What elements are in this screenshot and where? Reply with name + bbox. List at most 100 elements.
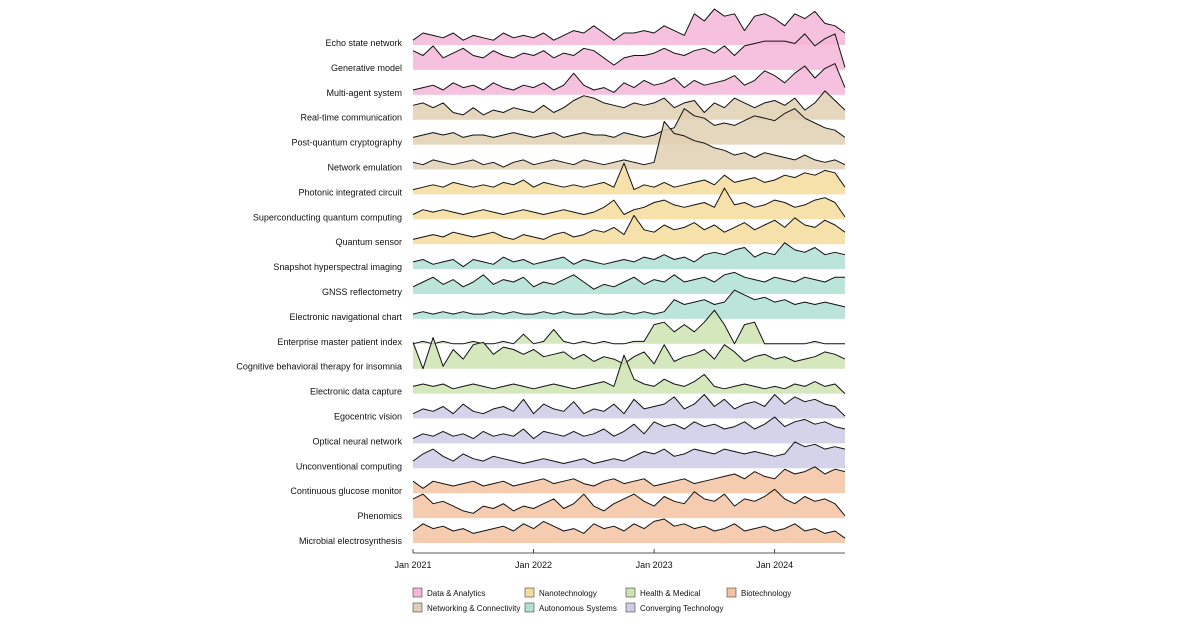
row-label-gnss-reflectometry: GNSS reflectometry	[322, 287, 403, 297]
x-tick-label-jan-2022: Jan 2022	[515, 560, 552, 570]
row-label-network-emulation: Network emulation	[327, 163, 402, 173]
ridge-line-microbial-electrosynthesis	[412, 518, 846, 539]
ridge-area-electronic-data-capture	[413, 355, 845, 394]
ridge-area-phenomics	[413, 489, 845, 519]
legend-item-nanotechnology: Nanotechnology	[524, 587, 597, 598]
ridge-snapshot-hyperspectral-imaging	[412, 242, 846, 270]
ridge-egocentric-vision	[412, 394, 846, 419]
ridge-area-generative-model	[413, 33, 845, 70]
row-label-microbial-electrosynthesis: Microbial electrosynthesis	[299, 536, 403, 546]
legend-label-health-medical: Health & Medical	[640, 589, 701, 598]
ridge-area-gnss-reflectometry	[413, 272, 845, 294]
x-tick-label-jan-2021: Jan 2021	[394, 560, 431, 570]
ridge-line-cognitive-behavioral-therapy-for-insomnia	[412, 337, 846, 370]
ridge-area-optical-neural-network	[413, 417, 845, 444]
ridge-superconducting-quantum-computing	[412, 187, 846, 220]
legend-label-biotechnology: Biotechnology	[741, 589, 791, 598]
ridge-electronic-navigational-chart	[412, 289, 846, 319]
row-label-egocentric-vision: Egocentric vision	[334, 412, 402, 422]
ridge-continuous-glucose-monitor	[412, 466, 846, 494]
ridge-post-quantum-cryptography	[412, 108, 846, 145]
x-axis: Jan 2021 Jan 2022 Jan 2023 Jan 2024	[394, 549, 845, 570]
row-label-quantum-sensor: Quantum sensor	[335, 237, 402, 247]
ridge-multi-agent-system	[412, 63, 846, 95]
ridge-line-network-emulation	[412, 121, 846, 168]
legend-swatch-networking-connectivity	[412, 602, 423, 613]
ridge-gnss-reflectometry	[412, 271, 845, 294]
ridge-line-electronic-navigational-chart	[412, 289, 846, 315]
row-label-generative-model: Generative model	[331, 63, 402, 73]
row-label-echo-state-network: Echo state network	[325, 38, 402, 48]
legend-item-health-medical: Health & Medical	[625, 587, 701, 598]
x-tick-label-jan-2024: Jan 2024	[756, 560, 793, 570]
row-label-real-time-communication: Real-time communication	[300, 113, 402, 123]
ridge-line-continuous-glucose-monitor	[412, 466, 846, 489]
legend-label-networking-connectivity: Networking & Connectivity	[427, 604, 520, 613]
legend-swatch-autonomous-systems	[524, 602, 535, 613]
legend-swatch-nanotechnology	[524, 587, 535, 598]
ridges-layer	[412, 8, 846, 543]
legend-swatch-biotechnology	[726, 587, 737, 598]
ridge-microbial-electrosynthesis	[412, 518, 846, 543]
ridge-area-post-quantum-cryptography	[413, 108, 845, 145]
legend-item-autonomous-systems: Autonomous Systems	[524, 602, 617, 613]
row-label-continuous-glucose-monitor: Continuous glucose monitor	[290, 486, 402, 496]
row-label-photonic-integrated-circuit: Photonic integrated circuit	[298, 187, 402, 197]
row-label-snapshot-hyperspectral-imaging: Snapshot hyperspectral imaging	[273, 262, 402, 272]
ridge-line-echo-state-network	[412, 8, 846, 41]
ridge-area-unconventional-computing	[413, 441, 845, 469]
ridge-cognitive-behavioral-therapy-for-insomnia	[412, 337, 846, 370]
ridge-area-quantum-sensor	[413, 215, 845, 245]
ridge-area-continuous-glucose-monitor	[413, 466, 845, 494]
legend-item-biotechnology: Biotechnology	[726, 587, 791, 598]
legend-swatch-health-medical	[625, 587, 636, 598]
ridge-area-echo-state-network	[413, 9, 845, 45]
ridge-echo-state-network	[412, 8, 846, 45]
ridge-unconventional-computing	[412, 441, 846, 469]
legend: Data & Analytics Nanotechnology Health & M…	[412, 587, 791, 613]
ridge-area-network-emulation	[413, 121, 845, 170]
ridge-area-multi-agent-system	[413, 63, 845, 95]
row-label-electronic-data-capture: Electronic data capture	[310, 387, 402, 397]
ridge-area-microbial-electrosynthesis	[413, 519, 845, 543]
ridge-photonic-integrated-circuit	[412, 162, 846, 195]
ridge-line-phenomics	[412, 488, 846, 517]
legend-item-converging-technology: Converging Technology	[625, 602, 723, 613]
row-label-enterprise-master-patient-index: Enterprise master patient index	[277, 337, 402, 347]
legend-label-converging-technology: Converging Technology	[640, 604, 723, 613]
ridge-line-superconducting-quantum-computing	[412, 187, 846, 218]
ridge-area-photonic-integrated-circuit	[413, 163, 845, 195]
legend-label-data-analytics: Data & Analytics	[427, 589, 485, 598]
legend-label-autonomous-systems: Autonomous Systems	[539, 604, 617, 613]
row-label-superconducting-quantum-computing: Superconducting quantum computing	[253, 212, 402, 222]
ridge-line-multi-agent-system	[412, 63, 846, 93]
ridge-generative-model	[412, 33, 846, 70]
ridge-optical-neural-network	[412, 416, 846, 444]
legend-swatch-data-analytics	[412, 587, 423, 598]
ridge-line-real-time-communication	[412, 90, 846, 116]
ridge-line-electronic-data-capture	[412, 354, 846, 394]
row-label-cognitive-behavioral-therapy-for-insomnia: Cognitive behavioral therapy for insomni…	[236, 362, 402, 372]
x-tick-label-jan-2023: Jan 2023	[636, 560, 673, 570]
ridge-electronic-data-capture	[412, 354, 846, 394]
ridge-line-optical-neural-network	[412, 416, 846, 440]
ridge-line-generative-model	[412, 33, 846, 68]
ridge-line-quantum-sensor	[412, 214, 846, 240]
ridge-line-photonic-integrated-circuit	[412, 162, 846, 191]
ridge-line-egocentric-vision	[412, 394, 846, 417]
ridge-phenomics	[412, 488, 846, 519]
ridge-area-electronic-navigational-chart	[413, 290, 845, 319]
ridge-line-unconventional-computing	[412, 441, 846, 464]
ridge-area-snapshot-hyperspectral-imaging	[413, 242, 845, 270]
ridge-line-snapshot-hyperspectral-imaging	[412, 242, 846, 268]
ridge-network-emulation	[412, 121, 846, 170]
ridge-area-cognitive-behavioral-therapy-for-insomnia	[413, 337, 845, 369]
ridge-quantum-sensor	[412, 214, 846, 245]
ridge-line-gnss-reflectometry	[412, 271, 845, 290]
ridge-real-time-communication	[412, 90, 846, 120]
row-label-multi-agent-system: Multi-agent system	[326, 88, 402, 98]
ridge-line-post-quantum-cryptography	[412, 108, 846, 138]
legend-item-networking-connectivity: Networking & Connectivity	[412, 602, 520, 613]
legend-item-data-analytics: Data & Analytics	[412, 587, 485, 598]
